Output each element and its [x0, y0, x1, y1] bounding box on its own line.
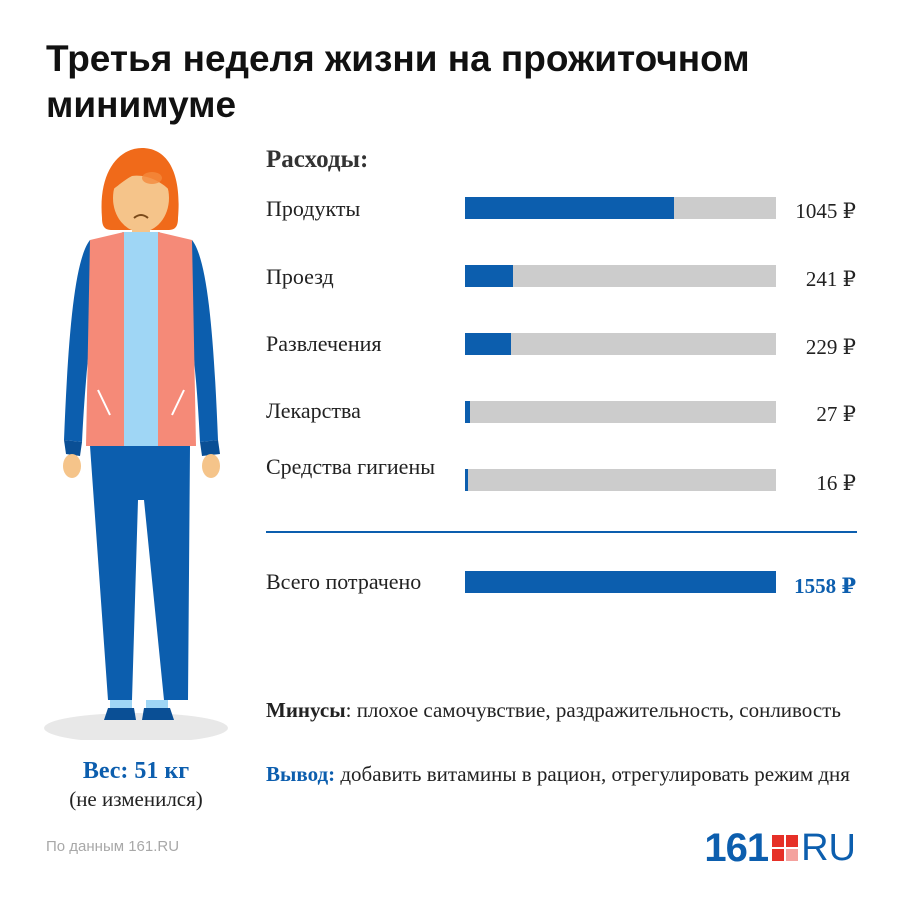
- category-label: Продукты: [266, 196, 361, 221]
- divider-line: [266, 531, 857, 533]
- bar: [465, 469, 469, 491]
- weight-note: (не изменился): [69, 787, 203, 811]
- logo-text: RU: [801, 827, 856, 869]
- value-label: 1045 ₽: [795, 199, 856, 223]
- minus-label: Минусы: [266, 698, 346, 722]
- bar-track: [465, 469, 776, 491]
- category-label: Проезд: [266, 264, 334, 289]
- chart-title: Расходы:: [266, 146, 369, 173]
- bar-track: [465, 197, 776, 219]
- category-label: Средства гигиены: [266, 454, 435, 479]
- bar-track: [465, 265, 776, 287]
- page-title: Третья неделя жизни на прожиточном миним…: [46, 38, 750, 125]
- brand-logo: 161 RU: [704, 826, 856, 870]
- bar: [465, 265, 514, 287]
- bar-track: [465, 333, 776, 355]
- floor-shadow-shape: [44, 713, 228, 740]
- total-label: Всего потрачено: [266, 569, 422, 594]
- logo-number: 161: [704, 826, 769, 870]
- bar: [465, 333, 511, 355]
- value-label: 27 ₽: [816, 402, 856, 426]
- bar: [465, 401, 471, 423]
- total-value-label: 1558 ₽: [794, 574, 856, 598]
- total-bar: [465, 571, 776, 593]
- source-note: По данным 161.RU: [46, 838, 180, 855]
- woman-illustration: [44, 148, 228, 740]
- conclusion-label: Вывод:: [266, 762, 336, 786]
- total-bar-track: [465, 571, 776, 593]
- weight-block: Вес: 51 кг (не изменился): [20, 756, 252, 812]
- minus-text: плохое самочувствие, раздражительность, …: [356, 698, 841, 722]
- value-label: 229 ₽: [805, 335, 856, 359]
- pants-shape: [90, 446, 190, 700]
- bar-track: [465, 401, 776, 423]
- conclusion-note: Вывод: добавить витамины в рацион, отрег…: [266, 761, 866, 788]
- category-label: Развлечения: [266, 331, 382, 356]
- conclusion-text: добавить витамины в рацион, отрегулирова…: [340, 762, 850, 786]
- logo-mark-icon: [772, 835, 799, 861]
- minus-note: Минусы: плохое самочувствие, раздражител…: [266, 698, 841, 722]
- value-label: 16 ₽: [816, 471, 856, 495]
- category-label: Лекарства: [266, 398, 361, 423]
- vest-shape: [86, 232, 124, 446]
- value-label: 241 ₽: [805, 267, 856, 291]
- weight-value: Вес: 51 кг: [82, 758, 190, 784]
- bar: [465, 197, 674, 219]
